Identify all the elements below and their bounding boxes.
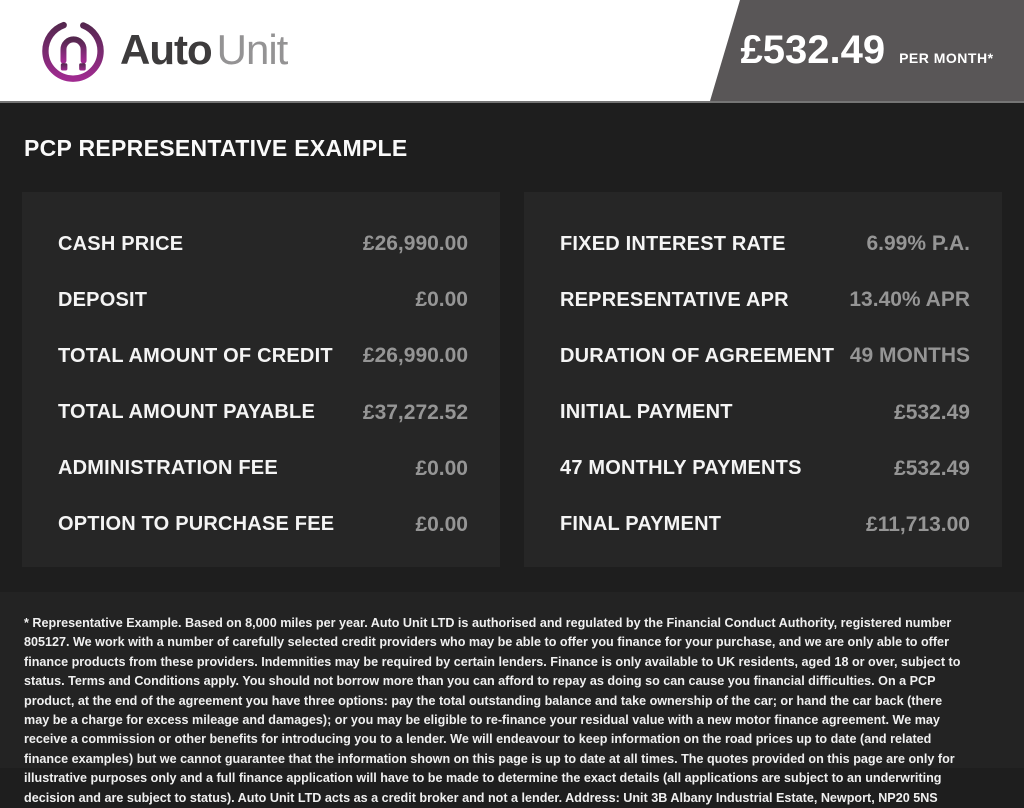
row-label: DEPOSIT — [58, 288, 148, 311]
row-label: INITIAL PAYMENT — [560, 401, 733, 424]
row-value: £0.00 — [415, 288, 468, 312]
finance-row-total-credit: TOTAL AMOUNT OF CREDIT £26,990.00 — [58, 344, 468, 368]
row-value: £26,990.00 — [362, 232, 468, 255]
finance-row-representative-apr: REPRESENTATIVE APR 13.40% APR — [560, 288, 970, 312]
finance-row-deposit: DEPOSIT £0.00 — [58, 288, 468, 312]
finance-row-cash-price: CASH PRICE £26,990.00 — [58, 232, 468, 256]
page-title: PCP REPRESENTATIVE EXAMPLE — [24, 135, 408, 161]
car-circle-logo-icon — [42, 20, 104, 82]
brand-name-auto: Auto — [120, 26, 213, 73]
row-value: 13.40% APR — [849, 288, 970, 312]
auto-unit-logo[interactable]: Auto Unit — [38, 15, 289, 85]
row-value: £532.49 — [894, 400, 970, 424]
brand-wordmark: Auto Unit — [120, 26, 289, 74]
finance-row-total-payable: TOTAL AMOUNT PAYABLE £37,272.52 — [58, 401, 468, 425]
brand-name-unit: Unit — [216, 26, 289, 73]
finance-row-duration: DURATION OF AGREEMENT 49 MONTHS — [560, 344, 970, 368]
row-value: £37,272.52 — [362, 400, 468, 424]
row-value: £0.00 — [415, 456, 468, 480]
row-label: DURATION OF AGREEMENT — [560, 344, 835, 367]
row-label: CASH PRICE — [58, 232, 184, 255]
finance-example-section: PCP REPRESENTATIVE EXAMPLE CASH PRICE £2… — [0, 103, 1024, 592]
row-value: 6.99% P.A. — [866, 232, 970, 255]
row-value: £11,713.00 — [866, 512, 970, 536]
row-label: TOTAL AMOUNT OF CREDIT — [58, 344, 333, 367]
row-label: FIXED INTEREST RATE — [560, 232, 786, 255]
row-label: FINAL PAYMENT — [560, 513, 722, 536]
row-label: ADMINISTRATION FEE — [58, 457, 278, 480]
row-value: £26,990.00 — [362, 344, 468, 368]
representative-example-legal-text: * Representative Example. Based on 8,000… — [24, 616, 961, 805]
row-label: OPTION TO PURCHASE FEE — [58, 513, 335, 536]
legal-footer: * Representative Example. Based on 8,000… — [0, 592, 1024, 805]
finance-row-option-to-purchase-fee: OPTION TO PURCHASE FEE £0.00 — [58, 513, 468, 537]
finance-row-initial-payment: INITIAL PAYMENT £532.49 — [560, 401, 970, 425]
finance-row-monthly-payments: 47 MONTHLY PAYMENTS £532.49 — [560, 457, 970, 481]
per-month-label: PER MONTH* — [899, 49, 994, 66]
finance-row-fixed-interest-rate: FIXED INTEREST RATE 6.99% P.A. — [560, 232, 970, 256]
finance-panel-left: CASH PRICE £26,990.00 DEPOSIT £0.00 TOTA… — [22, 192, 500, 567]
monthly-price-value: £532.49 — [740, 28, 886, 72]
row-value: £0.00 — [415, 512, 468, 536]
row-label: 47 MONTHLY PAYMENTS — [560, 457, 802, 480]
row-value: £532.49 — [894, 456, 970, 480]
finance-panels: CASH PRICE £26,990.00 DEPOSIT £0.00 TOTA… — [22, 192, 1002, 567]
page-header: Auto Unit £532.49 PER MONTH* — [0, 0, 1024, 103]
row-value: 49 MONTHS — [849, 344, 970, 368]
row-label: TOTAL AMOUNT PAYABLE — [58, 401, 315, 424]
monthly-price-banner: £532.49 PER MONTH* — [710, 0, 1024, 101]
row-label: REPRESENTATIVE APR — [560, 288, 789, 311]
finance-panel-right: FIXED INTEREST RATE 6.99% P.A. REPRESENT… — [524, 192, 1002, 567]
finance-row-admin-fee: ADMINISTRATION FEE £0.00 — [58, 457, 468, 481]
finance-row-final-payment: FINAL PAYMENT £11,713.00 — [560, 513, 970, 537]
